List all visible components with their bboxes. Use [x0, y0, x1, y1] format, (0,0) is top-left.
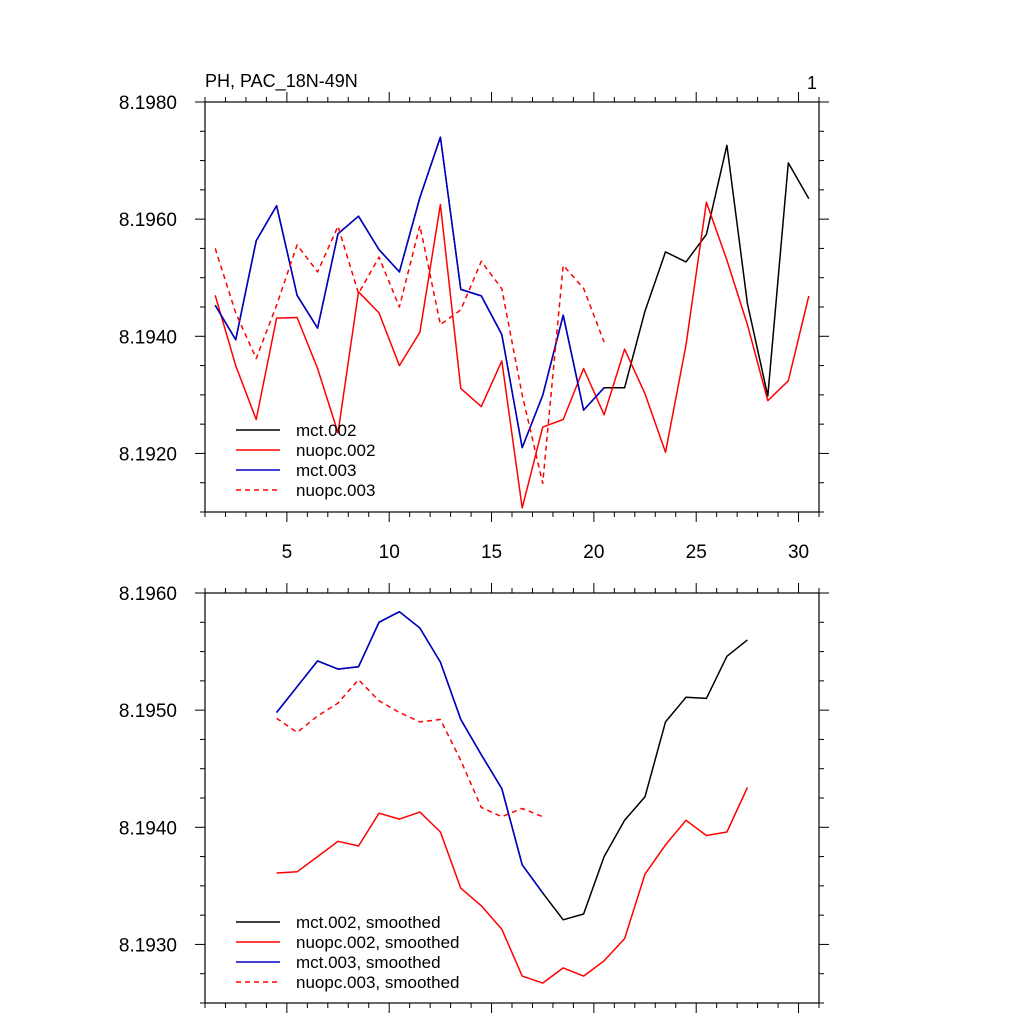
series-line-nuopc-003: [214, 224, 605, 485]
series-line-nuopc-002: [214, 201, 810, 509]
legend-label: mct.002: [296, 421, 356, 440]
legend-label: nuopc.003: [296, 481, 375, 500]
x-tick-label: 5: [282, 542, 293, 563]
x-tick-label: 10: [379, 542, 400, 563]
y-tick-label: 8.1950: [119, 701, 177, 722]
x-tick-label: 15: [481, 542, 502, 563]
legend-label: nuopc.002: [296, 441, 375, 460]
legend-label: nuopc.003, smoothed: [296, 973, 460, 992]
series-line-nuopc-002-smoothed: [276, 787, 749, 984]
y-tick-label: 8.1930: [119, 935, 177, 956]
y-tick-label: 8.1960: [119, 210, 177, 231]
legend-label: mct.003, smoothed: [296, 953, 441, 972]
x-tick-label: 30: [788, 542, 809, 563]
x-tick-label: 20: [583, 542, 604, 563]
legend-label: mct.003: [296, 461, 356, 480]
series-line-mct-003-smoothed: [276, 610, 544, 894]
legend-label: nuopc.002, smoothed: [296, 933, 460, 952]
y-tick-label: 8.1940: [119, 818, 177, 839]
series-line-mct-003: [214, 136, 605, 449]
y-tick-label: 8.1940: [119, 327, 177, 348]
chart-panel-top: 8.1920 8.1940 8.1960 8.1980 5 10 15 20 25 30 PH, P…: [119, 71, 829, 563]
x-tick-label: 25: [686, 542, 707, 563]
y-tick-label: 8.1960: [119, 584, 177, 605]
series-line-nuopc-003-smoothed: [276, 678, 543, 818]
y-tick-label: 8.1980: [119, 93, 177, 114]
chart-title: PH, PAC_18N-49N: [205, 71, 358, 92]
chart-panel-bottom: 8.1930 8.1940 8.1950 8.1960 mct.002, smoothe…: [119, 583, 829, 1013]
series-line-mct-002-smoothed: [276, 610, 748, 921]
series-line-mct-002: [214, 136, 810, 449]
legend-label: mct.002, smoothed: [296, 913, 441, 932]
panel-number: 1: [807, 73, 817, 93]
y-tick-label: 8.1920: [119, 444, 177, 465]
